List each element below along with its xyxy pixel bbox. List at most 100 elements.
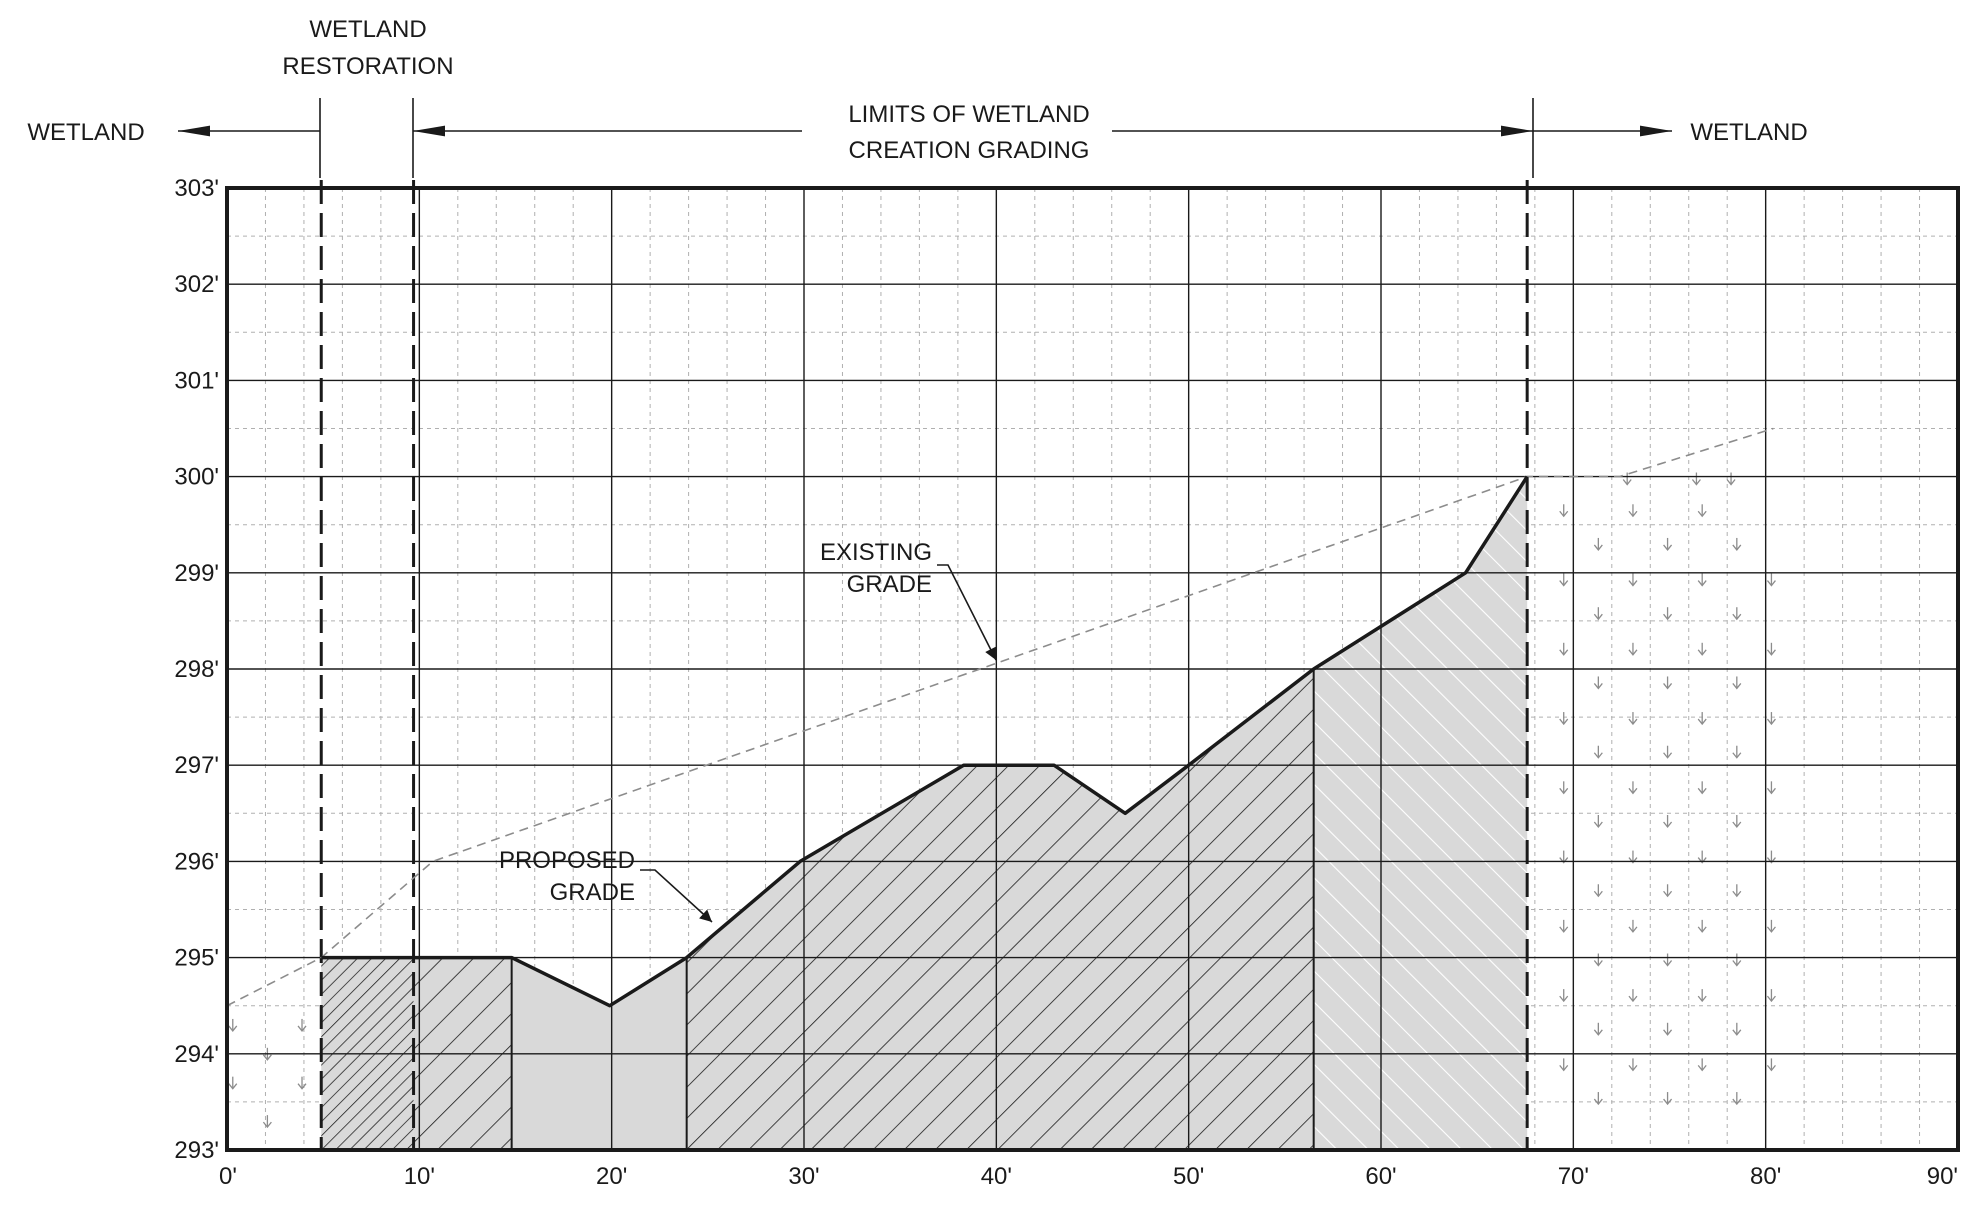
wetland-symbol [1628,573,1638,587]
existing-grade-label-line1: EXISTING [820,539,932,566]
wetland-symbol-head [1559,926,1569,933]
limit-lines [319,180,1529,1150]
wetland-symbol-head [1732,821,1742,829]
wetland-symbol [1697,1058,1707,1072]
wetland-symbol-head [1732,544,1742,551]
wetland-symbol [1732,1092,1742,1106]
wetland-symbol [1593,814,1603,829]
wetland-symbol-head [228,1083,238,1090]
wetland-symbol-head [1593,752,1603,759]
wetland-symbol [1663,607,1673,621]
wetland-symbol [1628,781,1638,795]
wetland-symbol-head [1697,926,1707,933]
wetland-symbol [1559,919,1569,933]
wetland-symbol-head [1559,510,1569,518]
wetland-symbol-head [1559,787,1569,795]
wetland-symbol-head [1663,821,1673,829]
y-tick-label: 301' [174,367,219,394]
wetland-symbol-head [1622,479,1632,486]
wetland-symbol-head [1559,649,1569,656]
wetland-symbol [1559,989,1569,1003]
wetland-symbol-head [1732,613,1742,621]
limits-label-line1: LIMITS OF WETLAND [848,101,1089,128]
wetland-symbol-head [1766,649,1776,656]
wetland-symbol-head [1628,580,1638,587]
wetland-symbol-head [1732,1098,1742,1106]
y-tick-label: 300' [174,464,219,491]
wetland-symbol [1766,573,1776,587]
wetland-symbol [1697,573,1707,587]
y-tick-label: 303' [174,175,219,202]
y-tick-label: 294' [174,1041,219,1068]
wetland-symbol-head [1663,1029,1673,1036]
x-tick-label: 70' [1558,1163,1589,1190]
wetland-symbol-head [1628,1064,1638,1072]
wetland-symbol-head [1663,752,1673,759]
wetland-symbol-head [1559,1064,1569,1072]
wetland-symbol-head [1697,649,1707,656]
wetland-symbol [1628,504,1638,518]
existing-grade-callout: EXISTING GRADE [820,539,997,661]
x-tick-label: 60' [1365,1163,1396,1190]
wetland-symbol-head [1663,683,1673,690]
wetland-symbol [297,1076,307,1090]
wetland-symbol-head [1559,718,1569,726]
wetland-symbol [1663,814,1673,829]
wetland-symbol-head [1593,1098,1603,1106]
wetland-symbol-head [1766,580,1776,587]
wetland-symbol-head [1766,1064,1776,1072]
wetland-symbol [1766,712,1776,726]
x-tick-label: 80' [1750,1163,1781,1190]
wetland-symbol-head [1628,649,1638,656]
wetland-symbol-head [1697,787,1707,795]
x-tick-label: 40' [981,1163,1012,1190]
wetland-symbol [1697,712,1707,726]
wetland-symbol-head [1697,857,1707,864]
wetland-symbol-head [1593,960,1603,967]
wetland-symbol [1663,745,1673,759]
wetland-symbol [1593,745,1603,759]
plot-frame [225,186,1960,1152]
wetland-symbol [1766,1058,1776,1072]
x-tick-label: 30' [788,1163,819,1190]
wetland-symbol-head [1766,926,1776,933]
wetland-symbol [1628,712,1638,726]
wetland-symbol [1559,712,1569,726]
wetland-symbol [1697,989,1707,1003]
wetland-symbol-head [1766,995,1776,1003]
x-tick-label: 50' [1173,1163,1204,1190]
wetland-symbol-head [1663,960,1673,967]
wetland-symbol [1732,607,1742,621]
wetland-symbol [1593,1022,1603,1036]
wetland-symbol-head [1732,1029,1742,1036]
wetland-symbol [1593,537,1603,551]
wetland-symbol [1766,781,1776,795]
wetland-symbol [297,1018,307,1032]
wetland-symbol-head [228,1025,238,1032]
wetland-left-label: WETLAND [27,119,144,146]
proposed-grade-callout: PROPOSED GRADE [499,847,713,923]
wetland-symbol [1593,607,1603,621]
wetland-symbol-head [1559,995,1569,1003]
wetland-symbol-head [297,1083,307,1090]
proposed-grade-line [321,475,1529,1008]
wetland-symbol-head [1628,926,1638,933]
wetland-symbol [1697,504,1707,518]
wetland-symbol [1663,1022,1673,1036]
wetland-symbol [262,1115,272,1129]
wetland-symbol [1691,472,1701,486]
x-tick-label: 90' [1927,1163,1958,1190]
wetland-symbol-head [1766,857,1776,864]
wetland-symbol [1732,676,1742,690]
y-tick-label: 297' [174,752,219,779]
wetland-symbol [1628,919,1638,933]
wetland-right-label: WETLAND [1690,119,1807,146]
wetland-symbol [1663,676,1673,690]
y-tick-label: 295' [174,945,219,972]
wetland-symbol-head [1766,718,1776,726]
wetland-symbol [1726,472,1736,486]
wetland-symbol [1593,884,1603,898]
wetland-symbol [1732,1022,1742,1036]
wetland-symbol [1697,642,1707,656]
